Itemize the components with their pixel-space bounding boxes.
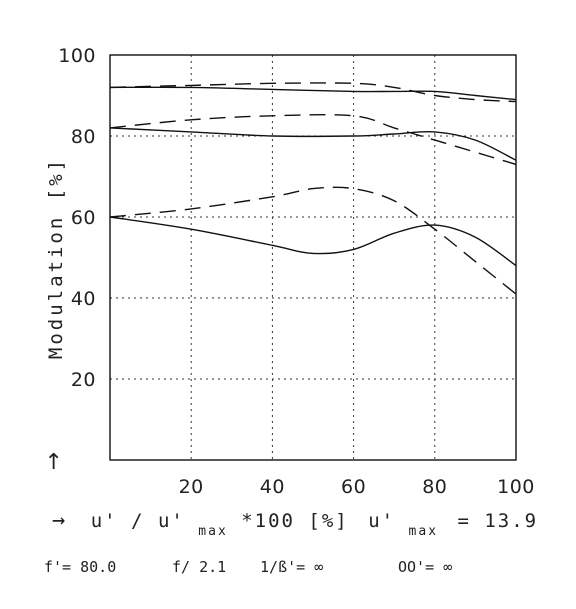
footer-parameters: f'= 80.0 f/ 2.1 1/ß'= ∞ OO'= ∞	[44, 558, 452, 576]
x-tick-labels: 20 40 60 80 100	[179, 476, 535, 498]
x-label-slash: /	[131, 510, 144, 532]
y-tick-label: 20	[71, 369, 96, 391]
x-axis-arrow: →	[52, 508, 67, 533]
x-tick-label: 40	[260, 476, 285, 498]
x-axis-label: → u' / u' max *100 [%] u' max = 13.9	[52, 508, 538, 540]
x-tick-label: 80	[422, 476, 447, 498]
x-tick-label: 60	[341, 476, 366, 498]
x-label-rest: *100 [%]	[241, 510, 349, 532]
grid-lines	[110, 55, 516, 460]
footer-focal-length: f'= 80.0	[44, 558, 116, 576]
series-line-1-solid	[109, 86, 517, 101]
x-tick-label: 20	[179, 476, 204, 498]
series-line-3-solid	[109, 127, 517, 161]
plot-frame	[109, 54, 517, 461]
series-line-6-dashed	[109, 186, 517, 295]
x-label-sub: max	[198, 524, 227, 539]
x-tick-label: 100	[497, 476, 535, 498]
x-label-u1: u'	[91, 510, 118, 532]
series-layer	[109, 82, 517, 295]
y-tick-label: 40	[71, 288, 96, 310]
series-line-4-dashed	[109, 113, 517, 166]
y-axis-arrow: ↑	[45, 450, 64, 475]
umax-u: u'	[368, 510, 395, 532]
umax-value: = 13.9	[457, 510, 538, 532]
footer-object-distance: OO'= ∞	[398, 558, 452, 576]
footer-f-number: f/ 2.1	[172, 558, 226, 576]
footer-beta: 1/ß'= ∞	[260, 558, 323, 576]
series-line-5-solid	[109, 216, 517, 267]
y-tick-label: 80	[71, 126, 96, 148]
y-tick-label: 100	[58, 45, 96, 67]
umax-sub: max	[409, 524, 438, 539]
x-label-u2: u'	[158, 510, 185, 532]
y-tick-label: 60	[71, 207, 96, 229]
series-line-2-dashed	[109, 82, 517, 103]
y-axis-label: Modulation [%]	[45, 157, 67, 359]
y-tick-labels: 20 40 60 80 100	[58, 45, 96, 391]
